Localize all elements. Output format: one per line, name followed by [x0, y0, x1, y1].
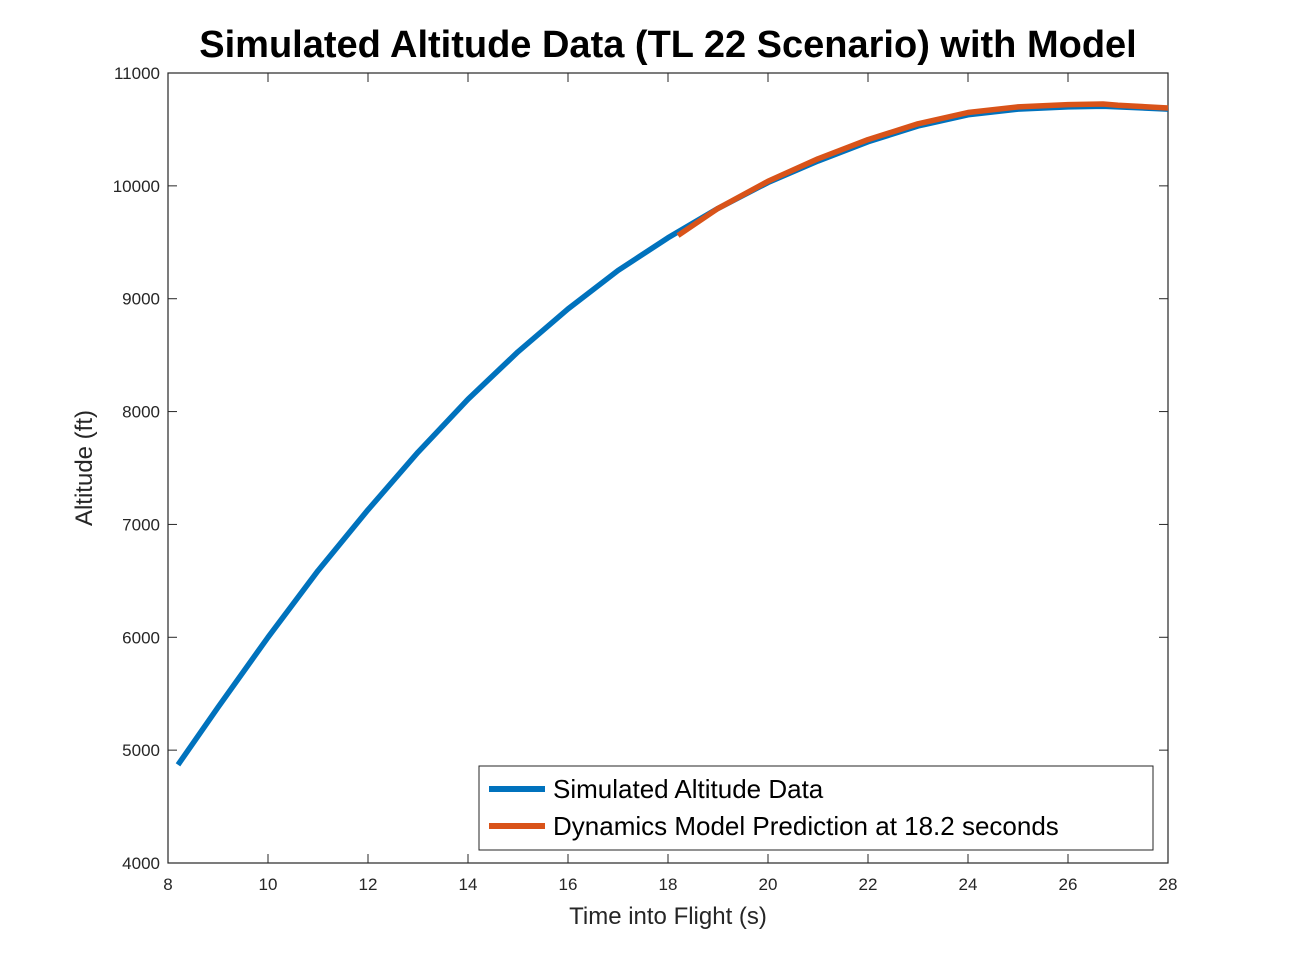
x-tick-label: 20 [759, 875, 778, 894]
legend-label-simulated: Simulated Altitude Data [553, 774, 824, 804]
y-tick-label: 5000 [122, 741, 160, 760]
x-tick-label: 12 [359, 875, 378, 894]
chart-title: Simulated Altitude Data (TL 22 Scenario)… [199, 24, 1136, 66]
y-axis: 4000 5000 6000 7000 8000 9000 10000 11000 [113, 64, 1168, 873]
x-tick-label: 16 [559, 875, 578, 894]
plot-area [167, 72, 1169, 864]
x-tick-label: 18 [659, 875, 678, 894]
legend-label-model: Dynamics Model Prediction at 18.2 second… [553, 811, 1059, 841]
x-tick-label: 24 [959, 875, 978, 894]
x-tick-label: 8 [163, 875, 172, 894]
x-tick-label: 26 [1059, 875, 1078, 894]
axes-box [167, 72, 1169, 864]
y-tick-label: 10000 [113, 177, 160, 196]
series-layer [175, 101, 1169, 767]
y-tick-label: 11000 [114, 64, 160, 83]
x-tick-label: 22 [859, 875, 878, 894]
x-axis: 8 10 12 14 16 18 20 22 24 26 28 [163, 73, 1177, 894]
y-tick-label: 4000 [122, 854, 160, 873]
y-tick-label: 8000 [122, 403, 160, 422]
legend-box [478, 765, 1154, 851]
y-tick-label: 6000 [122, 628, 160, 647]
x-tick-label: 28 [1159, 875, 1178, 894]
legend: Simulated Altitude Data Dynamics Model P… [478, 765, 1154, 851]
y-tick-label: 7000 [122, 515, 160, 534]
y-tick-label: 9000 [122, 290, 160, 309]
x-tick-label: 10 [259, 875, 278, 894]
series-line-1 [676, 101, 1169, 238]
x-axis-label: Time into Flight (s) [569, 903, 767, 930]
x-tick-label: 14 [459, 875, 478, 894]
y-axis-label: Altitude (ft) [71, 410, 98, 526]
